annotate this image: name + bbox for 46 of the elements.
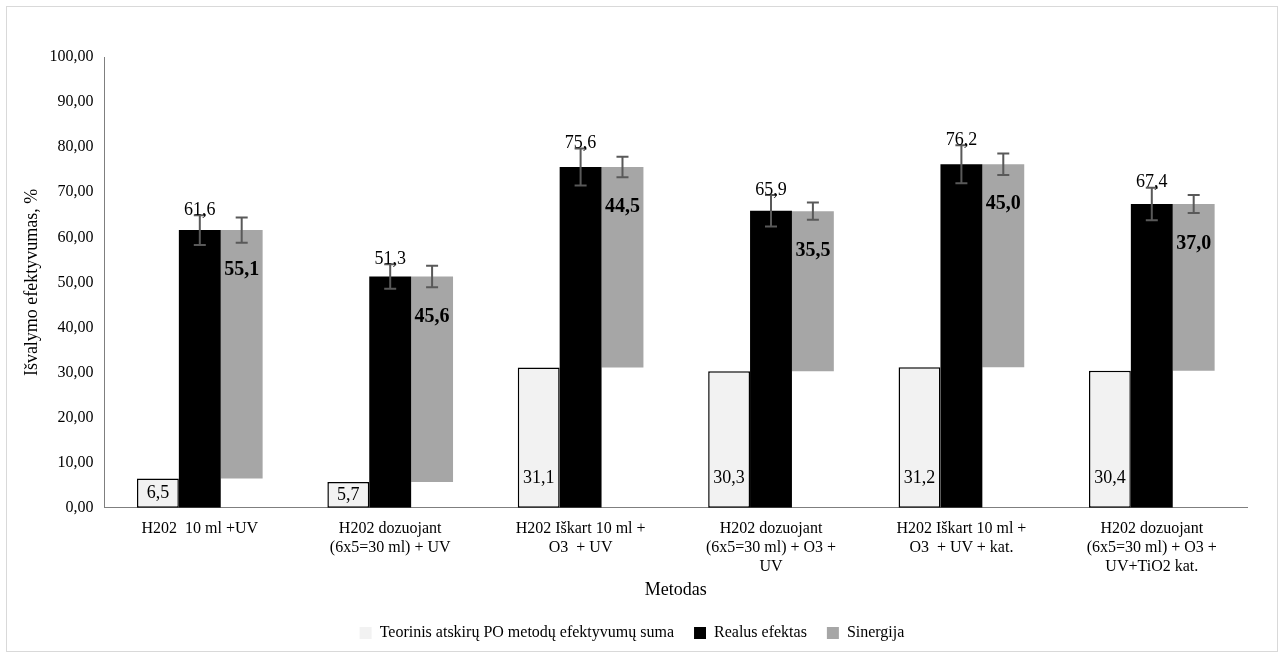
data-label: 45,6	[414, 303, 450, 326]
data-label: 44,5	[604, 194, 640, 217]
y-tick-label: 60,00	[57, 227, 94, 245]
x-tick-label: H202 Iškart 10 ml + O3 + UV + kat.	[896, 518, 1027, 555]
data-label: 67,4	[1136, 171, 1168, 192]
data-label: 55,1	[224, 257, 260, 280]
bar	[982, 164, 1025, 368]
bar	[411, 276, 454, 483]
x-axis-title: Metodas	[644, 578, 707, 599]
y-tick-label: 100,00	[49, 47, 94, 65]
legend-label: Sinergija	[846, 623, 905, 642]
bar	[1172, 203, 1215, 371]
x-tick-label: H202 10 ml +UV	[141, 518, 259, 536]
y-tick-label: 80,00	[57, 137, 94, 155]
y-tick-label: 50,00	[57, 272, 94, 290]
legend-label: Realus efektas	[714, 623, 807, 641]
data-label: 6,5	[146, 481, 170, 502]
x-tick-label: H202 Iškart 10 ml + O3 + UV	[515, 518, 646, 555]
y-axis-title: Išvalymo efektyvumas, %	[20, 188, 41, 377]
y-tick-label: 90,00	[57, 92, 94, 110]
data-label: 31,1	[522, 466, 555, 487]
y-tick-label: 10,00	[57, 452, 94, 470]
data-label: 5,7	[337, 483, 360, 504]
data-label: 51,3	[374, 248, 406, 269]
data-label: 75,6	[564, 132, 597, 153]
data-label: 30,3	[713, 466, 745, 487]
data-label: 65,9	[755, 178, 787, 199]
y-tick-label: 20,00	[57, 407, 94, 425]
data-label: 45,0	[985, 191, 1021, 214]
data-label: 61,6	[184, 198, 216, 219]
data-label: 35,5	[795, 238, 831, 261]
bar	[791, 211, 834, 372]
data-label: 30,4	[1094, 466, 1126, 487]
y-tick-label: 30,00	[57, 362, 94, 380]
x-tick-label: H202 dozuojant (6x5=30 ml) + O3 + UV	[705, 518, 837, 574]
x-tick-label: H202 dozuojant (6x5=30 ml) + O3 + UV+TiO2 kat.	[1086, 518, 1217, 574]
data-label: 76,2	[945, 129, 978, 150]
legend-label: Teorinis atskirų PO metodų efektyvumų suma	[379, 623, 675, 642]
y-tick-label: 70,00	[57, 182, 94, 200]
y-tick-label: 40,00	[57, 317, 94, 335]
y-tick-label: 0,00	[65, 498, 94, 515]
bar	[601, 167, 644, 368]
data-label: 37,0	[1176, 231, 1212, 254]
data-label: 31,2	[903, 466, 936, 487]
x-tick-label: H202 dozuojant (6x5=30 ml) + UV	[329, 518, 451, 556]
bar	[220, 230, 263, 479]
